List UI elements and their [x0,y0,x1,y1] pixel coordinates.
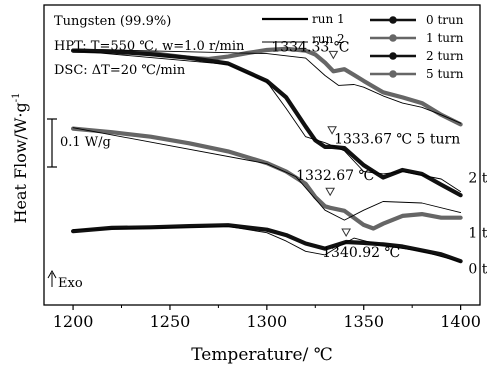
legend-marker-dot [389,34,397,42]
x-axis: 1200 1250 1300 1350 1400 [53,305,481,331]
x-axis-title: Temperature/ ℃ [191,345,333,365]
curve-end-label: 1 turn [468,226,487,242]
legend-run2-label: run 2 [312,32,345,46]
peak-label: 1333.67 ℃ 5 turn [334,132,460,148]
y-axis-title-exponent: -1 [11,93,22,103]
legend-run-styles: run 1 run 2 [262,12,345,46]
y-axis-title: Heat Flow/W·g-1 [11,93,30,224]
plot-frame [43,4,481,306]
scale-bar-label: 0.1 W/g [60,135,111,150]
curves [71,46,463,264]
exo-indicator: Exo [47,269,83,291]
x-tick-label: 1200 [53,312,94,331]
series-2-turn-run-2 [72,50,462,193]
legend-marker-label: 1 turn [426,31,464,45]
series-5-turn-run-2 [72,48,462,124]
series-2-turn-run-1 [71,48,463,198]
series-0-trun-run-1 [71,223,463,264]
series-1-turn-run-2 [72,127,462,221]
series-0-trun-run-2 [72,225,462,263]
x-tick-label: 1350 [343,312,384,331]
legend-marker-label: 2 turn [426,49,464,63]
legend-run1-label: run 1 [312,12,345,26]
peak-annotations: 1334.33 ℃ 1333.67 ℃ 5 turn 1332.67 ℃ 1340.9… [271,39,460,261]
legend-markers: 0 trun 1 turn 2 turn 5 turn [370,13,464,81]
exo-label: Exo [58,276,83,291]
y-axis-title-main: Heat Flow/W·g [11,102,30,223]
peak-marker-icon [341,228,351,238]
series-5-turn-run-1 [71,46,463,127]
peak-label: 1334.33 ℃ [271,39,349,55]
scale-bar: 0.1 W/g [47,118,111,168]
x-tick-label: 1300 [246,312,287,331]
exo-arrow-icon [47,269,57,279]
info-line-dsc: DSC: ΔT=20 ℃/min [54,63,186,78]
info-line-material: Tungsten (99.9%) [54,14,171,29]
info-block: Tungsten (99.9%) HPT: T=550 ℃, w=1.0 r/m… [54,14,245,78]
peak-marker-icon [328,50,339,60]
curve-end-labels: 2 turn 1 turn 0 turn [468,171,487,278]
peak-label: 1332.67 ℃ [296,168,374,184]
x-tick-label: 1400 [440,312,481,331]
legend-marker-dot [389,16,397,24]
x-tick-label: 1250 [150,312,191,331]
peak-label: 1340.92 ℃ [322,245,400,261]
legend-marker-dot [389,52,397,60]
peak-marker-icon [327,126,337,135]
legend-marker-label: 5 turn [426,67,464,81]
curve-end-label: 2 turn [468,171,487,187]
legend-marker-label: 0 trun [426,13,464,27]
series-1-turn-run-1 [71,126,463,231]
legend-marker-dot [389,70,397,78]
peak-marker-icon [325,187,336,197]
curve-end-label: 0 turn [468,262,487,278]
